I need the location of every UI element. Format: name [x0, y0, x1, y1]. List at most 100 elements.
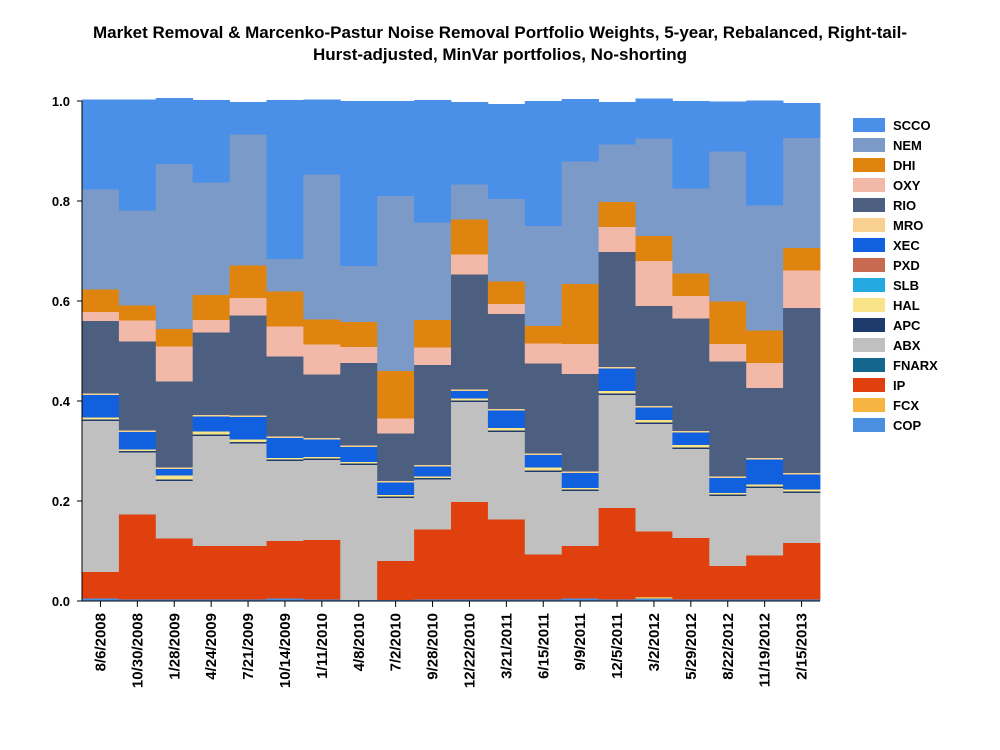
legend-label-pxd: PXD: [893, 258, 920, 273]
bar-segment-rio-12: [524, 363, 563, 454]
bar-segment-abx-12: [524, 472, 563, 555]
legend-swatch-rio: [853, 198, 885, 212]
bar-segment-abx-7: [340, 465, 378, 600]
bar-segment-hal-1: [118, 449, 157, 451]
bar-segment-dhi-8: [377, 371, 415, 419]
bar-segment-mro-3: [192, 415, 230, 417]
bar-segment-xec-15: [635, 407, 673, 420]
bar-segment-dhi-16: [672, 273, 710, 296]
bar-segment-scco-13: [561, 99, 599, 162]
bar-segment-mro-12: [524, 453, 563, 455]
bar-segment-xec-0: [82, 395, 120, 418]
bar-segment-xec-2: [155, 469, 194, 476]
x-tick-label: 4/24/2009: [203, 613, 220, 680]
bar-segment-xec-16: [672, 432, 710, 445]
x-tick-label: 3/21/2011: [498, 613, 515, 679]
bar-segment-rio-14: [598, 252, 636, 367]
legend-swatch-hal: [853, 298, 885, 312]
bar-segment-nem-6: [303, 174, 341, 320]
bar-segment-mro-14: [598, 367, 636, 369]
bar-segment-apc-4: [229, 442, 267, 444]
bar-segment-apc-11: [487, 430, 526, 432]
bar-segment-nem-8: [377, 196, 415, 371]
legend-label-mro: MRO: [893, 218, 923, 233]
bar-segment-oxy-6: [303, 344, 341, 375]
legend-swatch-apc: [853, 318, 885, 332]
bar-segment-nem-13: [561, 161, 599, 284]
bar-segment-apc-1: [118, 451, 157, 453]
bar-segment-cop-15: [635, 598, 673, 601]
x-tick-label: 7/21/2009: [240, 613, 257, 680]
bar-segment-mro-5: [266, 436, 304, 438]
bar-segment-apc-19: [783, 491, 821, 493]
bar-segment-rio-9: [414, 365, 452, 465]
bar-segment-scco-4: [229, 102, 267, 135]
bar-segment-apc-15: [635, 422, 673, 424]
bar-segment-ip-15: [635, 531, 673, 597]
bar-segment-apc-3: [192, 434, 230, 436]
bar-segment-oxy-9: [414, 347, 452, 365]
bar-segment-abx-6: [303, 460, 341, 540]
bar-segment-dhi-0: [82, 289, 120, 312]
bar-segment-oxy-1: [118, 320, 157, 342]
bar-segment-nem-4: [229, 134, 267, 266]
bar-segment-cop-2: [155, 599, 194, 601]
bar-segment-abx-1: [118, 452, 157, 515]
bar-segment-ip-5: [266, 541, 304, 599]
bar-segment-ip-2: [155, 538, 194, 600]
bar-segment-cop-17: [709, 599, 747, 601]
legend-swatch-nem: [853, 138, 885, 152]
bar-segment-mro-1: [118, 430, 157, 432]
bar-segment-fcx-15: [635, 597, 673, 599]
bar-segment-scco-3: [192, 100, 230, 183]
bar-segment-scco-17: [709, 101, 747, 152]
bar-segment-apc-8: [377, 496, 415, 498]
bar-segment-rio-17: [709, 361, 747, 477]
bar-segment-scco-10: [451, 102, 489, 185]
x-tick-label: 5/29/2012: [683, 613, 700, 680]
y-tick-label: 0.8: [52, 194, 70, 209]
bar-segment-xec-3: [192, 416, 230, 432]
bar-segment-scco-15: [635, 98, 673, 139]
legend-label-xec: XEC: [893, 238, 920, 253]
legend-label-slb: SLB: [893, 278, 919, 293]
bar-segment-cop-13: [561, 598, 599, 601]
bar-segment-rio-3: [192, 332, 230, 415]
bar-segment-rio-18: [746, 388, 784, 458]
bar-segment-hal-16: [672, 445, 710, 448]
bar-segment-nem-11: [487, 199, 526, 282]
bar-segment-apc-17: [709, 494, 747, 496]
bar-segment-hal-18: [746, 484, 784, 487]
bar-segment-nem-1: [118, 210, 157, 306]
legend-swatch-abx: [853, 338, 885, 352]
bar-segment-oxy-3: [192, 320, 230, 333]
bar-segment-dhi-2: [155, 329, 194, 347]
bar-segment-xec-10: [451, 391, 489, 399]
bar-segment-oxy-19: [783, 270, 821, 308]
bar-segment-dhi-3: [192, 295, 230, 320]
x-tick-label: 12/5/2011: [609, 613, 626, 679]
bar-segment-scco-16: [672, 101, 710, 189]
x-tick-label: 12/22/2010: [461, 613, 478, 688]
bar-segment-abx-16: [672, 449, 710, 538]
bar-segment-dhi-7: [340, 322, 378, 347]
bar-segment-oxy-5: [266, 326, 304, 357]
bar-segment-rio-8: [377, 433, 415, 481]
bar-segment-apc-0: [82, 419, 120, 421]
bar-segment-hal-9: [414, 476, 452, 478]
bar-segment-hal-0: [82, 417, 120, 420]
bar-segment-mro-4: [229, 415, 267, 417]
bar-segment-rio-6: [303, 374, 341, 438]
bar-segment-xec-18: [746, 459, 784, 485]
bar-segment-hal-6: [303, 457, 341, 459]
bar-segment-dhi-12: [524, 326, 563, 344]
bar-segment-cop-12: [524, 599, 563, 601]
bar-segment-cop-16: [672, 599, 710, 601]
bar-segment-nem-5: [266, 259, 304, 292]
bar-segment-hal-11: [487, 428, 526, 431]
x-tick-label: 4/8/2010: [351, 613, 368, 671]
x-tick-label: 3/2/2012: [646, 613, 663, 671]
x-tick-label: 1/11/2010: [314, 613, 331, 679]
bar-segment-hal-19: [783, 489, 821, 492]
